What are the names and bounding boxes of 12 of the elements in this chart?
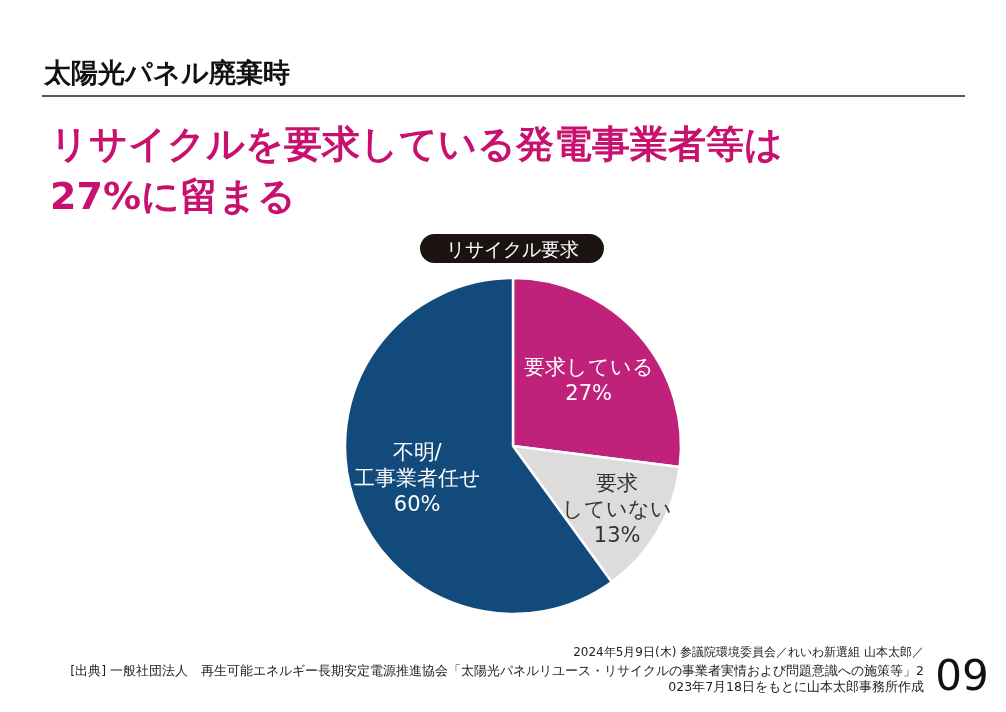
data-label: 27% [565,381,612,406]
chart-title: リサイクル要求 [445,238,579,260]
slice-label: 要求していない [562,470,673,521]
text: 09 [935,651,989,700]
chart-subtitle: 太陽光パネル廃棄時 [43,57,290,88]
text: 2024年5月9日(木) 参議院環境委員会／れいわ新選組 山本太郎／ [573,645,924,659]
data-label: 13% [593,522,641,547]
text: [出典] 一般社団法人 再生可能エネルギー長期安定電源推進協会「太陽光パネルリユース・リサイクルの事業者実情および問題意識への施策等」2023年7月18日をもとに山本太郎事務所作成 [70,663,924,694]
slice-label: 要求している [523,355,654,380]
slice-label: 不明/ 工事業者任せ [353,440,481,491]
data-label: 60% [393,492,441,517]
text: リサイクルを要求している発電事業者等は 27%に留まる [50,122,783,218]
